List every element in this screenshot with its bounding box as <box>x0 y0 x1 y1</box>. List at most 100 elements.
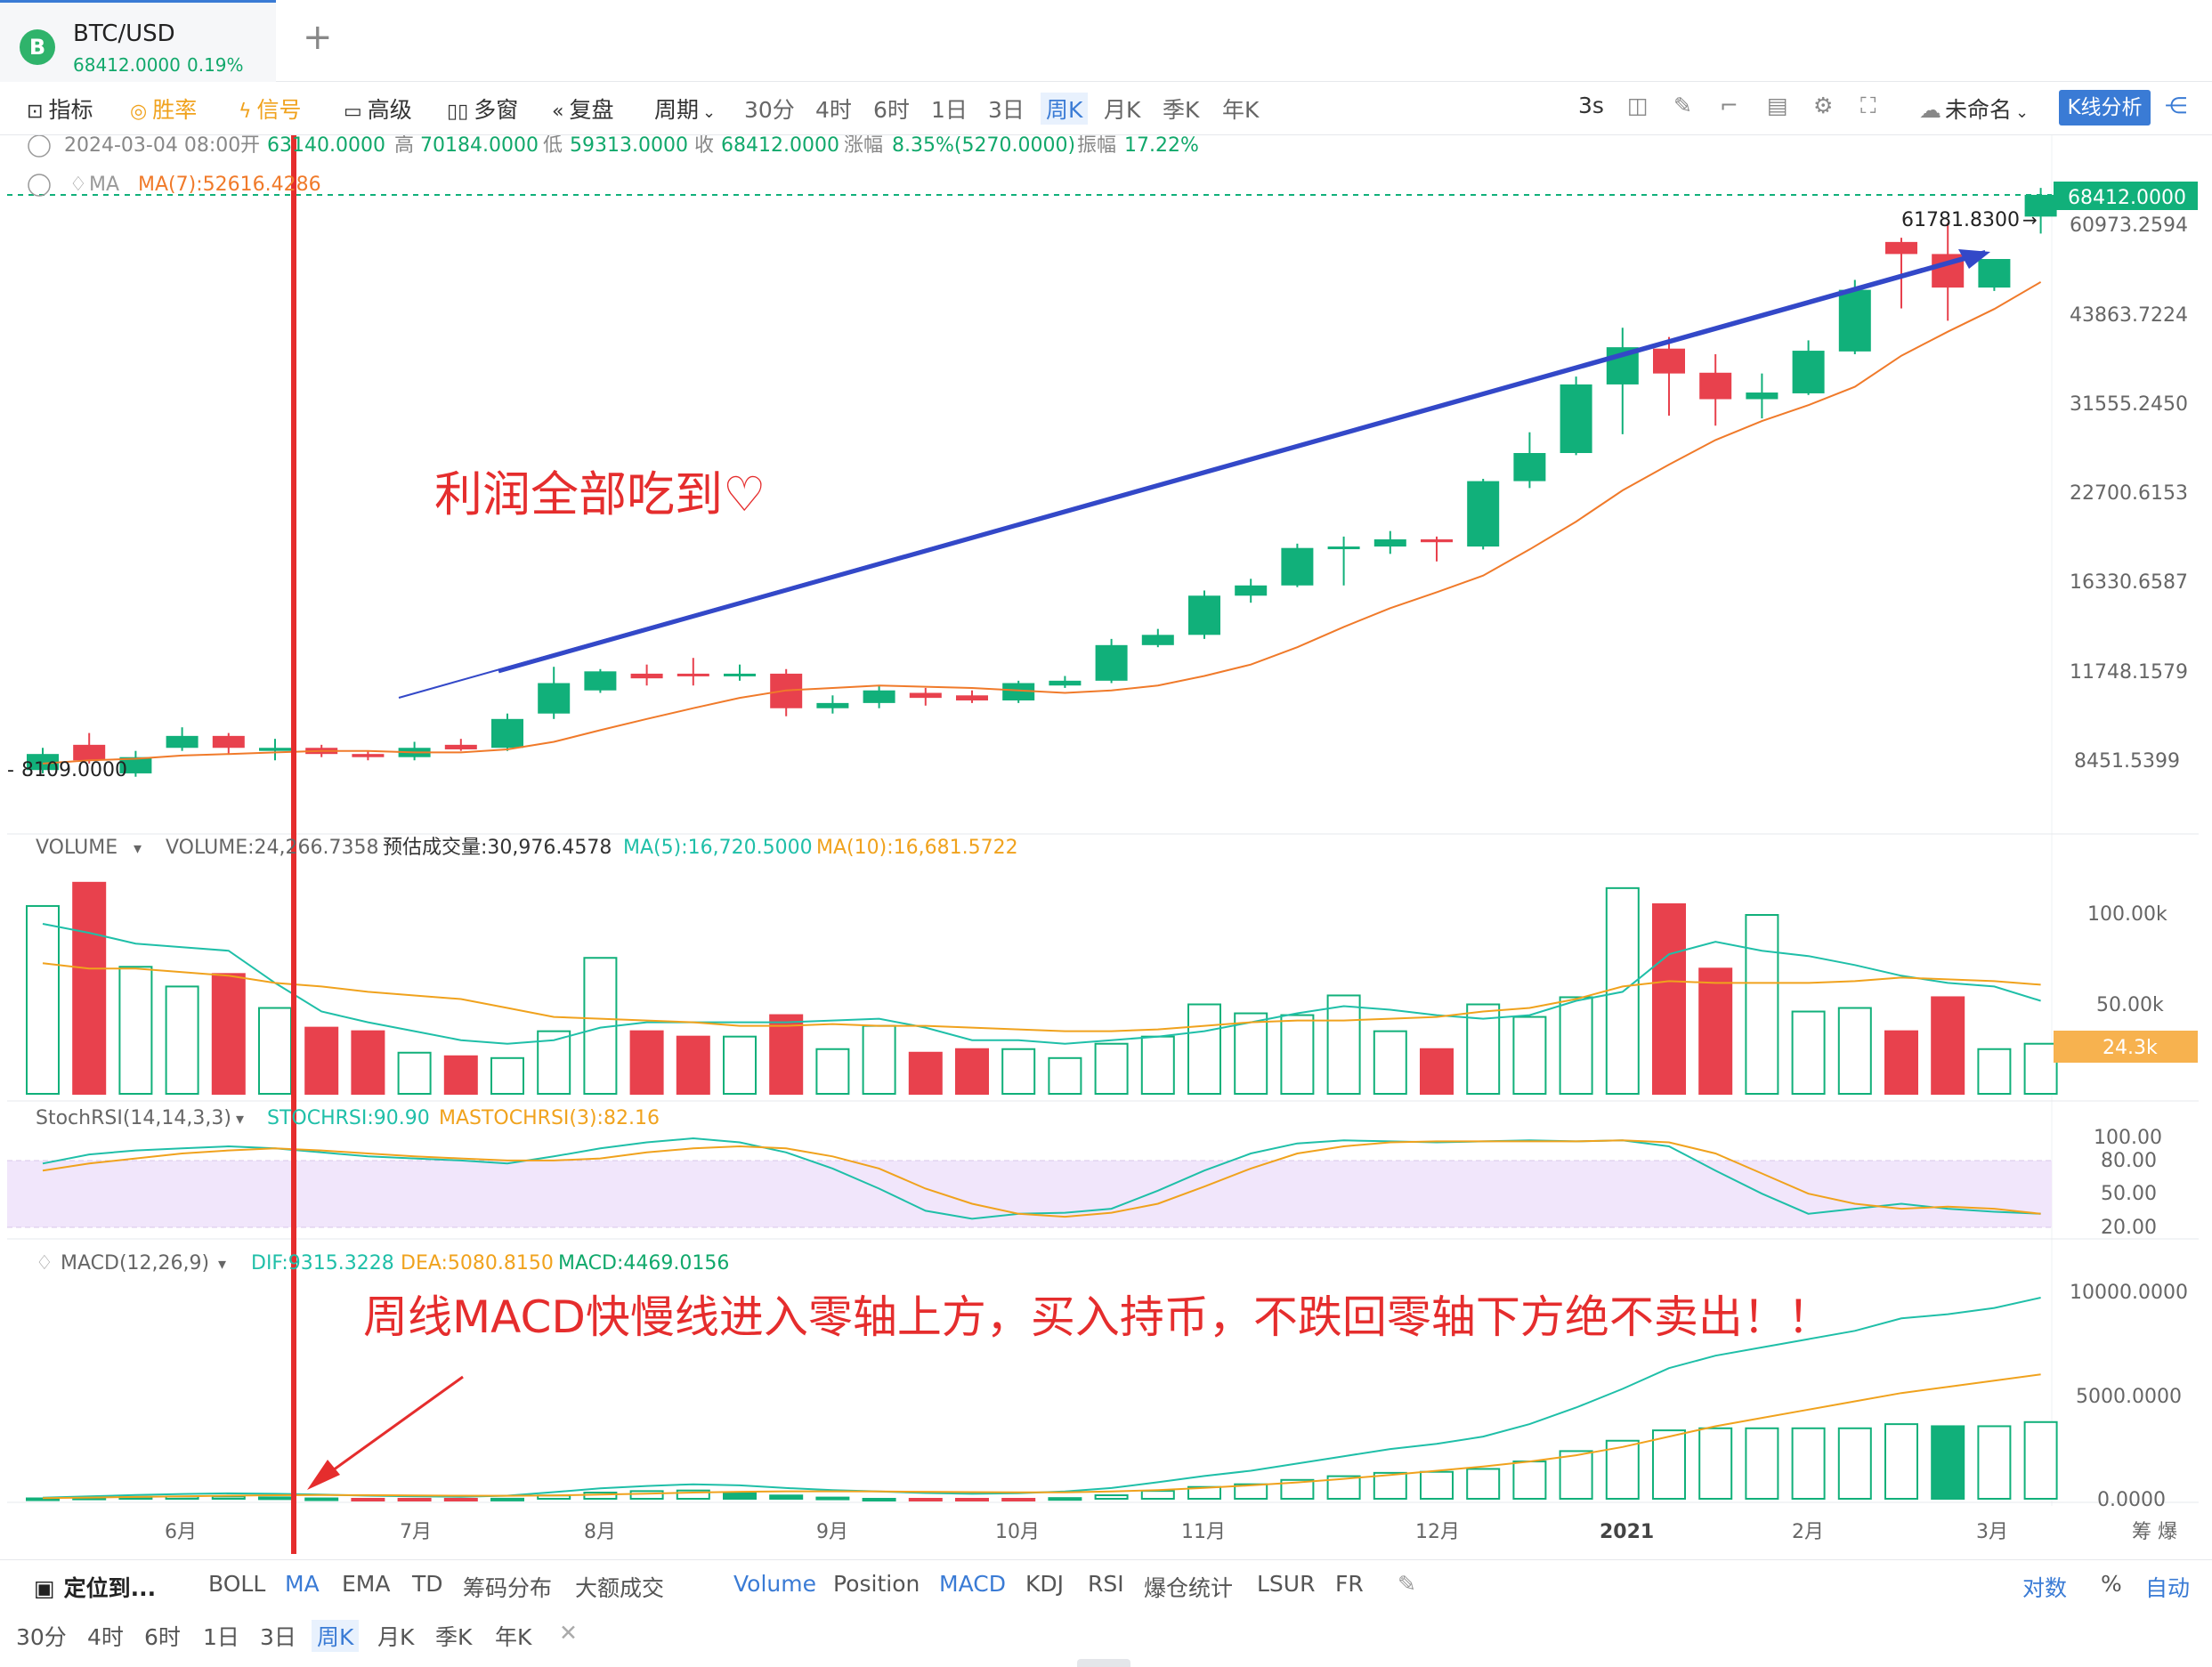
bell-icon[interactable]: ♢ <box>36 1252 53 1275</box>
bottom-period-6h[interactable]: 6时 <box>144 1624 181 1650</box>
volume-bar <box>1884 1030 1918 1096</box>
volume-value: VOLUME:24,266.7358 <box>166 837 379 859</box>
sub-indicator-volume[interactable]: Volume <box>733 1571 816 1597</box>
bottom-period-1mo[interactable]: 月K <box>377 1624 415 1650</box>
chevron-down-icon[interactable]: ▾ <box>218 1255 226 1274</box>
add-tab-button[interactable]: + <box>303 17 333 58</box>
indicator-bar: ▣ 定位到... BOLL MA EMA TD 筹码分布 大额成交 Volume … <box>0 1559 2212 1609</box>
macd-hist-bar <box>1837 1427 1872 1501</box>
fullscreen-icon[interactable]: ⛶ <box>1860 93 1876 118</box>
macd-hist-bar <box>723 1491 757 1500</box>
collapse-ma-icon[interactable] <box>28 174 51 197</box>
sub-indicator-position[interactable]: Position <box>833 1571 920 1597</box>
period-quarter[interactable]: 季K <box>1163 97 1200 123</box>
ohlc-open-label: 开 <box>240 135 260 157</box>
chart-area[interactable]: 2024-03-04 08:00 开 63140.0000 高 70184.00… <box>0 135 2212 1554</box>
candle-body <box>1188 595 1220 635</box>
tab-btc-usd[interactable]: B BTC/USD 68412.0000 0.19% <box>0 0 276 82</box>
signal-icon: ϟ <box>239 101 252 123</box>
bottom-period-1d[interactable]: 1日 <box>203 1624 239 1650</box>
bottom-period-3d[interactable]: 3日 <box>260 1624 296 1650</box>
period-year[interactable]: 年K <box>1222 97 1260 123</box>
axis-corner-label[interactable]: 筹 爆 <box>2132 1521 2177 1543</box>
close-icon[interactable]: ✕ <box>559 1620 578 1646</box>
chevron-down-icon[interactable]: ▾ <box>134 839 142 858</box>
volume-bar <box>72 881 107 1095</box>
candle-body <box>1513 453 1546 481</box>
edit-icon[interactable]: ✎ <box>1398 1571 1416 1597</box>
crop-icon[interactable]: ⌐ <box>1720 93 1738 118</box>
replay-button[interactable]: «复盘 <box>552 93 613 125</box>
locate-button[interactable]: ▣ 定位到... <box>34 1571 156 1603</box>
chevron-down-icon[interactable]: ▾ <box>236 1110 244 1129</box>
macd-hist-bar <box>304 1497 339 1501</box>
advanced-button[interactable]: ▭ 高级 <box>344 93 412 125</box>
macd-hist-bar <box>26 1497 60 1501</box>
period-1mo[interactable]: 月K <box>1104 97 1141 123</box>
collapse-icon[interactable] <box>28 135 51 158</box>
bottom-period-quarter[interactable]: 季K <box>435 1624 473 1650</box>
candle-body <box>1373 539 1406 547</box>
indicator-icon: ⊡ <box>27 101 44 123</box>
auto-scale-toggle[interactable]: 自动 <box>2145 1575 2191 1601</box>
locate-label: 定位到... <box>63 1575 157 1601</box>
bottom-period-4h[interactable]: 4时 <box>87 1624 124 1650</box>
multiwindow-button[interactable]: ▯▯ 多窗 <box>447 93 518 125</box>
period-1d[interactable]: 1日 <box>931 97 968 123</box>
winrate-button[interactable]: ◎ 胜率 <box>130 93 197 125</box>
price-tick: 31555.2450 <box>2070 393 2188 416</box>
bottom-period-30m[interactable]: 30分 <box>16 1624 67 1650</box>
sub-indicator-macd[interactable]: MACD <box>939 1571 1006 1597</box>
main-indicator-boll[interactable]: BOLL <box>208 1571 266 1597</box>
sub-indicator-kdj[interactable]: KDJ <box>1025 1571 1065 1597</box>
signal-button[interactable]: ϟ 信号 <box>239 93 302 125</box>
template-label: 未命名 <box>1945 97 2013 123</box>
camera-icon[interactable]: ◫ <box>1627 93 1649 118</box>
period-6h[interactable]: 6时 <box>873 97 910 123</box>
macd-hist-bar <box>955 1498 989 1501</box>
main-indicator-large[interactable]: 大额成交 <box>575 1575 665 1601</box>
bell-icon[interactable]: ♢ <box>69 174 87 196</box>
replay-label: 复盘 <box>569 97 614 123</box>
candle-body <box>27 754 59 771</box>
sub-indicator-rsi[interactable]: RSI <box>1088 1571 1124 1597</box>
pencil-icon[interactable]: ✎ <box>1673 93 1692 118</box>
main-indicator-ma[interactable]: MA <box>285 1571 320 1597</box>
resize-handle[interactable] <box>1077 1659 1130 1667</box>
period-dropdown[interactable]: 周期 ⌄ <box>654 93 716 125</box>
period-30m[interactable]: 30分 <box>744 97 795 123</box>
log-scale-toggle[interactable]: 对数 <box>2022 1575 2068 1601</box>
main-indicator-ema[interactable]: EMA <box>342 1571 391 1597</box>
refresh-interval[interactable]: 3s <box>1578 93 1604 118</box>
indicators-button[interactable]: ⊡ 指标 <box>27 93 93 125</box>
kline-analysis-button[interactable]: K线分析 <box>2059 90 2151 125</box>
layout-icon[interactable]: ▤ <box>1767 93 1788 118</box>
volume-ma5: MA(5):16,720.5000 <box>623 837 813 859</box>
min-price-label: 8109.0000 <box>21 759 127 781</box>
period-1w[interactable]: 周K <box>1041 93 1089 125</box>
period-3d[interactable]: 3日 <box>988 97 1025 123</box>
volume-bar <box>1512 1016 1547 1096</box>
tab-change: 0.19% <box>187 54 244 76</box>
main-indicator-td[interactable]: TD <box>412 1571 443 1597</box>
sub-indicator-fr[interactable]: FR <box>1335 1571 1364 1597</box>
macd-hist-bar <box>2023 1420 2058 1501</box>
stoch-k-value: STOCHRSI:90.90 <box>267 1107 430 1129</box>
bottom-period-year[interactable]: 年K <box>495 1624 532 1650</box>
main-indicator-chip[interactable]: 筹码分布 <box>463 1575 553 1601</box>
time-tick: 12月 <box>1415 1521 1460 1543</box>
percent-scale-toggle[interactable]: % <box>2101 1571 2122 1597</box>
volume-bar <box>908 1051 943 1096</box>
ma7-legend: MA(7):52616.4286 <box>138 174 321 196</box>
settings-icon[interactable]: ⚙ <box>1813 93 1834 118</box>
bottom-period-1w[interactable]: 周K <box>312 1620 360 1652</box>
max-price-label: 61781.8300 <box>1901 209 2020 231</box>
template-dropdown[interactable]: ☁ 未命名 ⌄ <box>1919 93 2029 125</box>
chart-canvas[interactable]: 2024-03-04 08:00 开 63140.0000 高 70184.00… <box>0 135 2212 1554</box>
sub-indicator-liquidation[interactable]: 爆仓统计 <box>1144 1575 1234 1601</box>
volume-estimate: 预估成交量:30,976.4578 <box>383 837 612 859</box>
sub-indicator-lsur[interactable]: LSUR <box>1257 1571 1316 1597</box>
volume-bar <box>1652 902 1686 1095</box>
share-icon[interactable]: ⋲ <box>2165 93 2187 118</box>
period-4h[interactable]: 4时 <box>815 97 852 123</box>
